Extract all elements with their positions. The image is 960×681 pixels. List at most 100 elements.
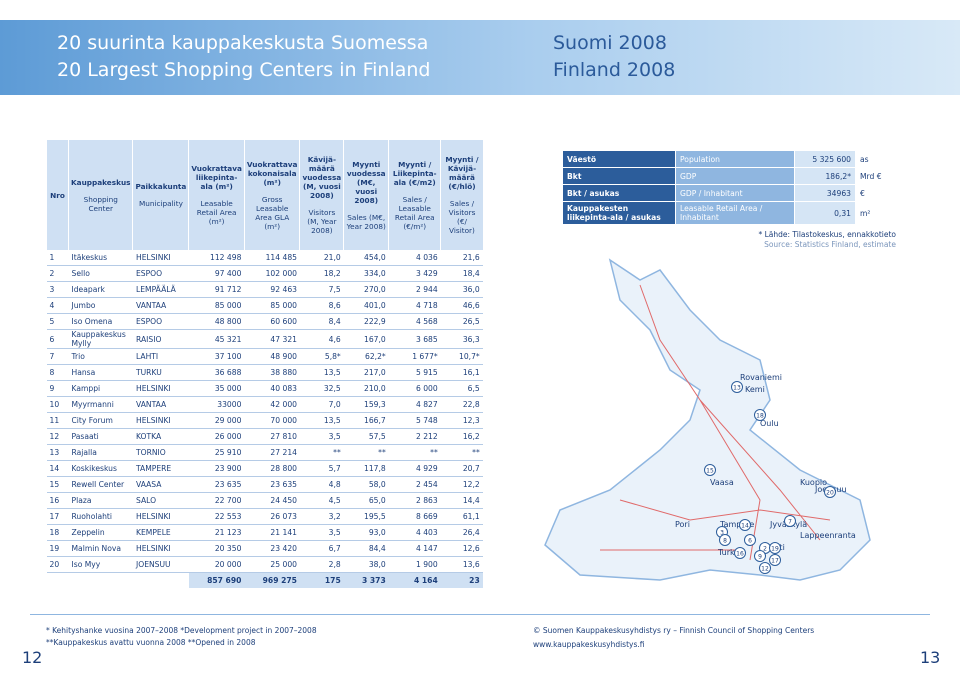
cell: SALO <box>132 492 189 509</box>
cell: LEMPÄÄLÄ <box>132 281 189 298</box>
cell: 61,1 <box>440 508 483 525</box>
cell: 11 <box>46 412 69 429</box>
marker-label: 20 <box>826 490 834 497</box>
marker-label: 6 <box>748 538 752 545</box>
page-number: 12 <box>22 648 43 667</box>
cell: 18,2 <box>299 265 344 282</box>
column-header: Paikkakunta Municipality <box>132 140 189 250</box>
cell: 454,0 <box>343 250 389 266</box>
cell: 6,5 <box>440 380 483 397</box>
cell: 5,8* <box>299 348 344 365</box>
cell: 5,7 <box>299 460 344 477</box>
table-row: 17 Ruoholahti HELSINKI 22 553 26 073 3,2 195,5… <box>46 508 483 525</box>
header-band <box>0 20 960 95</box>
cell: ESPOO <box>132 313 189 330</box>
header-fi: Paikkakunta <box>135 182 187 191</box>
cell: 47 321 <box>244 329 300 349</box>
cell: 97 400 <box>188 265 245 282</box>
marker-label: 12 <box>761 566 769 573</box>
info-cell: m² <box>855 201 896 225</box>
cell: 12,2 <box>440 476 483 493</box>
cell: VANTAA <box>132 396 189 413</box>
info-cell: as <box>855 150 896 168</box>
cell: JOENSUU <box>132 556 189 573</box>
cell: 93,0 <box>343 524 389 541</box>
total-cell: 857 690 <box>188 572 245 588</box>
cell: 45 321 <box>188 329 245 349</box>
cell: Trio <box>68 348 133 365</box>
cell: 36,0 <box>440 281 483 298</box>
city-label: Tampere <box>719 520 754 529</box>
cell: 40 083 <box>244 380 300 397</box>
marker-label: 17 <box>771 558 779 565</box>
total-cell: 4 164 <box>388 572 441 588</box>
cell: Sello <box>68 265 133 282</box>
cell: 4,6 <box>299 329 344 349</box>
cell <box>47 573 69 589</box>
cell: 26,4 <box>440 524 483 541</box>
info-cell: Mrd € <box>855 167 896 185</box>
cell: 6 <box>46 329 69 349</box>
cell: 13,5 <box>299 364 344 381</box>
cell: 85 000 <box>188 297 245 314</box>
cell: 2 <box>46 265 69 282</box>
cell: TURKU <box>132 364 189 381</box>
marker-label: 9 <box>758 554 762 561</box>
cell <box>69 573 133 589</box>
cell: 10,7* <box>440 348 483 365</box>
cell: 1 677* <box>388 348 441 365</box>
header-en: Sales / Visitors (€/ Visitor) <box>448 199 476 235</box>
url: www.kauppakeskusyhdistys.fi <box>533 640 645 649</box>
marker <box>784 515 796 527</box>
footnote-1: * Kehityshanke vuosina 2007–2008 *Develo… <box>46 626 317 635</box>
cell: 37 100 <box>188 348 245 365</box>
cell: 7,0 <box>299 396 344 413</box>
header-en: Leasable Retail Area (m²) <box>196 199 237 226</box>
title-fi: 20 suurinta kauppakeskusta Suomessa <box>57 32 429 54</box>
cell: 8,6 <box>299 297 344 314</box>
cell: Iso Omena <box>68 313 133 330</box>
edition-en: Finland 2008 <box>553 59 676 81</box>
header-en: Shopping Center <box>83 194 118 213</box>
cell: Iso Myy <box>68 556 133 573</box>
cell: 195,5 <box>343 508 389 525</box>
marker <box>744 534 756 546</box>
cell: 48 800 <box>188 313 245 330</box>
cell: 13,5 <box>299 412 344 429</box>
table-row: 19 Malmin Nova HELSINKI 20 350 23 420 6,7 84,4… <box>46 540 483 557</box>
total-cell: 3 373 <box>343 572 389 588</box>
copyright: © Suomen Kauppakeskusyhdistys ry – Finni… <box>533 626 815 635</box>
cell: 20 <box>46 556 69 573</box>
cell: 23 420 <box>244 540 300 557</box>
table-row: 18 Zeppelin KEMPELE 21 123 21 141 3,5 93,0 4 40… <box>46 524 483 541</box>
column-header: Kävijä-määrä vuodessa (M, vuosi 2008) Vis… <box>299 140 344 250</box>
marker-label: 7 <box>788 519 792 526</box>
cell: 21 123 <box>188 524 245 541</box>
cell: 23 635 <box>244 476 300 493</box>
cell: 15 <box>46 476 69 493</box>
cell: 26 073 <box>244 508 300 525</box>
cell: 2,8 <box>299 556 344 573</box>
marker <box>731 381 743 393</box>
city-label: Lappeenranta <box>800 531 856 540</box>
cell: 32,5 <box>299 380 344 397</box>
column-header: Nro <box>46 140 69 250</box>
table-row: 16 Plaza SALO 22 700 24 450 4,5 65,0 2 863 14,4 <box>46 492 483 509</box>
marker-label: 13 <box>733 385 741 392</box>
cell: 36,3 <box>440 329 483 349</box>
marker-label: 14 <box>741 523 749 530</box>
cell: 2 944 <box>388 281 441 298</box>
cell: 12,6 <box>440 540 483 557</box>
cell: 114 485 <box>244 250 300 266</box>
cell: 217,0 <box>343 364 389 381</box>
info-row: Bkt GDP 186,2* Mrd € <box>562 167 896 185</box>
cell: 65,0 <box>343 492 389 509</box>
table-row: 12 Pasaati KOTKA 26 000 27 810 3,5 57,5 2 212 16… <box>46 428 483 445</box>
info-cell: GDP / Inhabitant <box>675 184 795 202</box>
cell: 112 498 <box>188 250 245 266</box>
cell: 4 <box>46 297 69 314</box>
info-table: Väestö Population 5 325 600 as Bkt GDP 186,2* M… <box>562 150 896 225</box>
marker-label: 16 <box>736 551 744 558</box>
column-header: Vuokrattava liikepinta-ala (m²) Leasable … <box>188 140 245 250</box>
column-header: Kauppakeskus Shopping Center <box>67 140 133 250</box>
